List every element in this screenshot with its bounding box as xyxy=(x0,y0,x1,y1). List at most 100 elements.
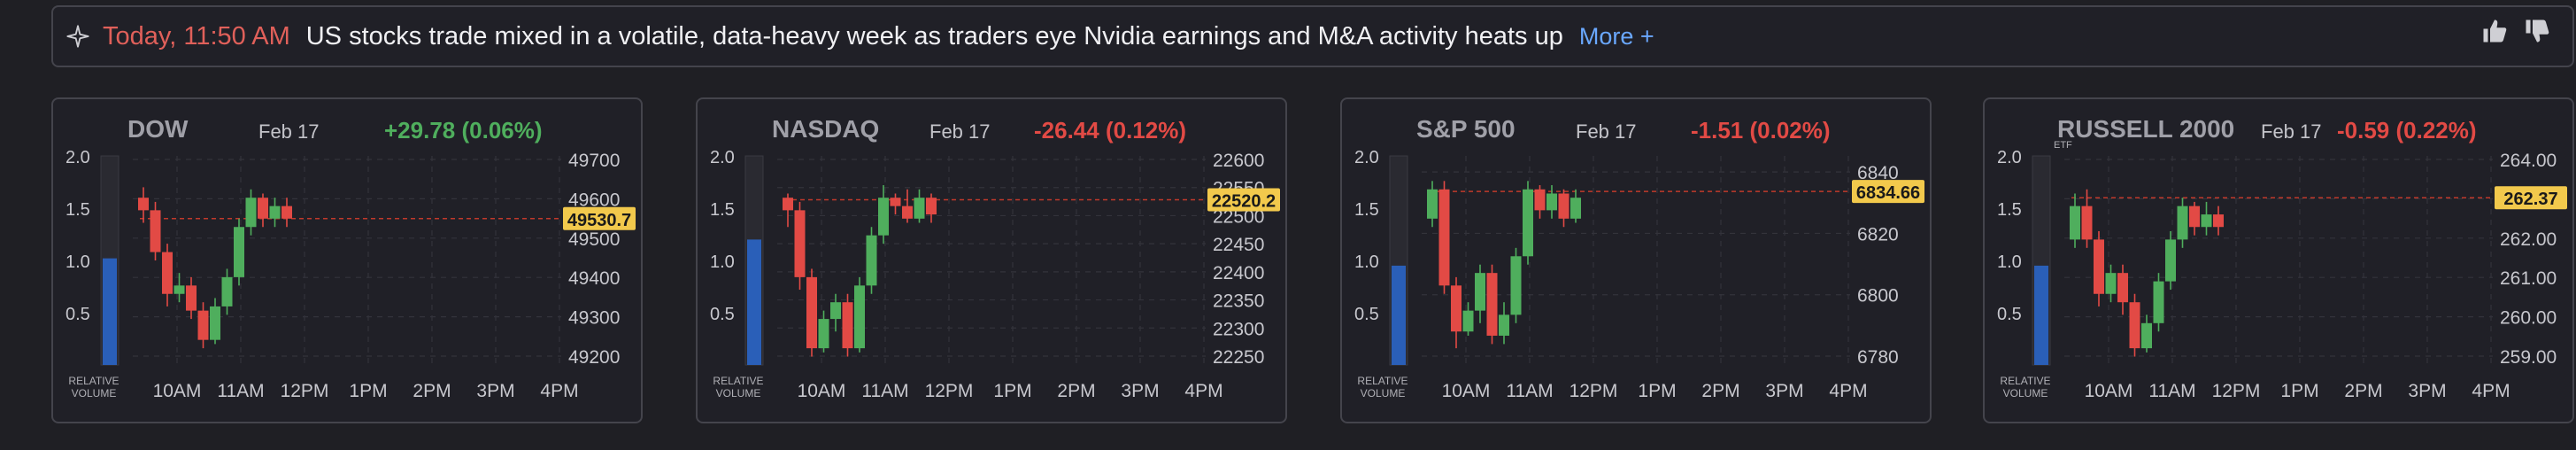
x-tick-label: 10AM xyxy=(798,381,846,401)
relative-volume-label: VOLUME xyxy=(2003,387,2048,400)
y-tick-label: 259.00 xyxy=(2500,347,2557,368)
y-tick-label: 22350 xyxy=(1213,291,1264,312)
y-tick-label: 22400 xyxy=(1213,263,1264,283)
relative-volume-tick: 0.5 xyxy=(1354,305,1379,324)
x-tick-label: 2PM xyxy=(1057,381,1095,401)
candle-body xyxy=(1499,314,1509,336)
index-date: Feb 17 xyxy=(258,120,320,143)
candle-body xyxy=(1475,273,1485,311)
thumbs-down-icon[interactable] xyxy=(2523,18,2551,44)
more-link[interactable]: More + xyxy=(1578,22,1654,50)
price-label: 49530.7 xyxy=(567,211,631,230)
x-tick-label: 1PM xyxy=(993,381,1031,401)
candle-body xyxy=(234,227,244,277)
y-tick-label: 49400 xyxy=(568,268,620,289)
y-tick-label: 22250 xyxy=(1213,347,1264,368)
candle-body xyxy=(2213,214,2224,228)
price-label-bg xyxy=(2495,186,2567,210)
candle-body xyxy=(890,198,901,206)
candle-body xyxy=(2141,322,2152,349)
thumbs-up-icon[interactable] xyxy=(2480,18,2509,44)
y-tick-label: 22600 xyxy=(1213,151,1264,171)
relative-volume-tick: 0.5 xyxy=(66,305,90,324)
news-bar[interactable]: Today, 11:50 AM US stocks trade mixed in… xyxy=(51,5,2574,67)
x-tick-label: 2PM xyxy=(1701,381,1739,401)
x-tick-label: 1PM xyxy=(1638,381,1676,401)
x-tick-label: 11AM xyxy=(2148,381,2195,401)
relative-volume-bar xyxy=(1392,265,1406,365)
news-timestamp: Today, 11:50 AM xyxy=(103,21,290,50)
x-tick-label: 10AM xyxy=(153,381,202,401)
candle-body xyxy=(1510,256,1522,315)
index-date: Feb 17 xyxy=(2261,120,2322,143)
news-headline[interactable]: US stocks trade mixed in a volatile, dat… xyxy=(305,21,1563,50)
candle-body xyxy=(2070,206,2080,240)
relative-volume-tick: 1.0 xyxy=(710,252,735,272)
y-tick-label: 49700 xyxy=(568,151,620,171)
price-label-bg xyxy=(1852,180,1924,204)
candle-body xyxy=(878,198,889,236)
y-tick-label: 6800 xyxy=(1857,286,1899,306)
candle-body xyxy=(842,302,853,349)
candle-body xyxy=(854,285,865,349)
x-tick-label: 3PM xyxy=(2408,381,2446,401)
index-date: Feb 17 xyxy=(929,120,991,143)
x-tick-label: 1PM xyxy=(349,381,387,401)
relative-volume-tick: 1.0 xyxy=(1354,252,1379,272)
candle-body xyxy=(794,210,806,277)
index-card-dow[interactable]: DOW Feb 17 +29.78 (0.06%) 2.0 1.5 1.0 0.5 RE… xyxy=(51,97,643,423)
relative-volume-label: RELATIVE xyxy=(2000,375,2050,387)
index-name: DOW xyxy=(127,115,189,143)
candle-body xyxy=(245,198,257,228)
x-tick-label: 4PM xyxy=(540,381,578,401)
chart-nasdaq[interactable]: 2.01.51.00.5RELATIVEVOLUME22600225502250… xyxy=(698,99,1285,422)
price-label-bg xyxy=(563,206,636,230)
candle-body xyxy=(1546,193,1557,211)
candle-body xyxy=(926,198,937,215)
candle-body xyxy=(210,306,220,340)
candle-body xyxy=(2201,214,2212,228)
x-tick-label: 12PM xyxy=(925,381,974,401)
relative-volume-tick: 1.0 xyxy=(1997,252,2022,272)
candle-body xyxy=(2189,206,2200,228)
x-tick-label: 11AM xyxy=(1506,381,1553,401)
x-tick-label: 2PM xyxy=(2344,381,2382,401)
index-card-sp500[interactable]: S&P 500 Feb 17 -1.51 (0.02%) 2.0 1.5 1.0 0.… xyxy=(1340,97,1932,423)
candle-body xyxy=(221,276,233,306)
candle-body xyxy=(1486,273,1498,336)
relative-volume-tick: 2.0 xyxy=(1997,148,2022,167)
chart-russell-2000[interactable]: 2.01.51.00.5RELATIVEVOLUME264.00263.0026… xyxy=(1985,99,2572,422)
relative-volume-label: RELATIVE xyxy=(1357,375,1408,387)
candle-body xyxy=(2081,206,2093,240)
index-name: NASDAQ xyxy=(772,115,880,143)
x-tick-label: 2PM xyxy=(413,381,451,401)
price-label: 6834.66 xyxy=(1856,183,1920,203)
index-card-russell-2000[interactable]: RUSSELL 2000 ETF Feb 17 -0.59 (0.22%) 2.… xyxy=(1983,97,2574,423)
y-tick-label: 6820 xyxy=(1857,224,1899,244)
candle-body xyxy=(174,285,185,294)
relative-volume-tick: 2.0 xyxy=(1354,148,1379,167)
candle-body xyxy=(818,319,829,349)
x-tick-label: 3PM xyxy=(1121,381,1159,401)
candle-body xyxy=(2165,239,2176,282)
y-tick-label: 49600 xyxy=(568,190,620,210)
candle-body xyxy=(2117,273,2128,303)
candle-body xyxy=(197,310,209,340)
x-tick-label: 10AM xyxy=(1442,381,1491,401)
relative-volume-label: VOLUME xyxy=(1361,387,1406,400)
x-tick-label: 3PM xyxy=(476,381,514,401)
candle-body xyxy=(1570,198,1581,219)
candle-body xyxy=(1438,189,1450,286)
x-tick-label: 4PM xyxy=(1829,381,1867,401)
relative-volume-bar xyxy=(103,258,117,365)
candle-body xyxy=(866,235,877,286)
y-tick-label: 22450 xyxy=(1213,235,1264,255)
y-tick-label: 22300 xyxy=(1213,319,1264,339)
candle-body xyxy=(2094,239,2104,294)
relative-volume-tick: 1.5 xyxy=(1354,200,1379,220)
candle-body xyxy=(1451,285,1462,332)
index-card-nasdaq[interactable]: NASDAQ Feb 17 -26.44 (0.12%) 2.0 1.5 1.0 0.… xyxy=(696,97,1287,423)
candle-body xyxy=(1462,310,1474,332)
